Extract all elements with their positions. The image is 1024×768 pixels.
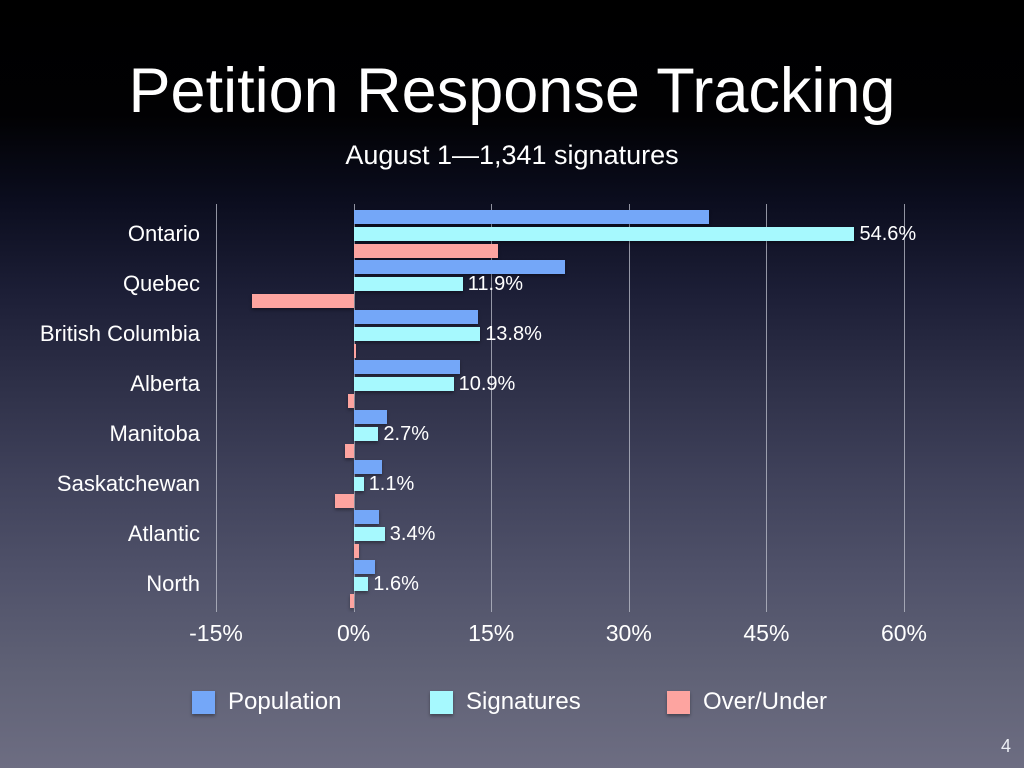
bar-signatures (353, 477, 364, 491)
legend-label: Population (228, 688, 342, 715)
bar-population (353, 260, 565, 274)
legend-swatch-icon (667, 690, 690, 714)
gridline-0% (353, 204, 355, 612)
bar-over-under (349, 594, 354, 608)
legend-label: Over/Under (703, 688, 828, 715)
bar-over-under (335, 494, 354, 508)
category-label: British Columbia (39, 321, 200, 346)
gridline-45% (766, 204, 768, 612)
chart-title: Petition Response Tracking (128, 56, 896, 126)
bar-signatures (353, 427, 379, 441)
value-label: 3.4% (389, 523, 436, 545)
bar-over-under (348, 394, 354, 408)
legend-label: Signatures (466, 688, 581, 715)
x-tick-label: 60% (880, 620, 928, 646)
bar-over-under (353, 544, 360, 558)
x-tick-label: 15% (468, 620, 515, 646)
category-label: Saskatchewan (56, 471, 200, 496)
bar-population (353, 310, 479, 324)
legend-swatch-icon (430, 690, 453, 714)
bar-over-under (353, 344, 357, 358)
plot-area: Ontario 54.6% Quebec 11.9% British Columbia 1… (0, 204, 1024, 612)
bar-population (353, 510, 380, 524)
gridline-30% (628, 204, 630, 612)
x-tick-label: 0% (336, 620, 371, 646)
value-label: 2.7% (383, 423, 429, 445)
bar-signatures (353, 277, 463, 291)
legend-item-population: Population (192, 688, 342, 715)
chart-legend: Population Signatures Over/Under (0, 688, 1024, 718)
bar-signatures (353, 327, 481, 341)
bar-over-under (353, 244, 499, 258)
category-label: North (146, 571, 200, 596)
legend-item-signatures: Signatures (430, 688, 581, 715)
bar-population (353, 460, 382, 474)
bar-signatures (353, 577, 369, 591)
gridline-60% (904, 204, 905, 612)
category-label: Quebec (122, 271, 200, 296)
gridline--15% (216, 204, 217, 612)
value-label: 1.1% (368, 473, 415, 495)
chart-subtitle: August 1—1,341 signatures (345, 140, 679, 170)
bar-over-under (251, 294, 354, 308)
gridline-15% (491, 204, 493, 612)
bar-signatures (353, 227, 855, 241)
value-label: 10.9% (458, 373, 516, 395)
bar-signatures (353, 527, 385, 541)
x-tick-label: -15% (189, 620, 243, 646)
value-label: 11.9% (467, 273, 524, 295)
value-label: 54.6% (859, 223, 917, 245)
page-number: 4 (1000, 736, 1011, 756)
bar-population (353, 410, 387, 424)
x-tick-label: 45% (743, 620, 790, 646)
bar-population (353, 560, 375, 574)
legend-swatch-icon (192, 690, 215, 714)
bar-signatures (353, 377, 454, 391)
category-label: Ontario (127, 221, 200, 246)
value-label: 1.6% (373, 573, 419, 595)
bar-over-under (345, 444, 354, 458)
category-label: Alberta (130, 371, 200, 396)
category-label: Atlantic (127, 521, 200, 546)
category-label: Manitoba (109, 421, 200, 446)
bar-population (353, 360, 460, 374)
value-label: 13.8% (485, 323, 542, 345)
legend-item-over-under: Over/Under (667, 688, 828, 715)
x-tick-label: 30% (605, 620, 652, 646)
bar-population (353, 210, 710, 224)
